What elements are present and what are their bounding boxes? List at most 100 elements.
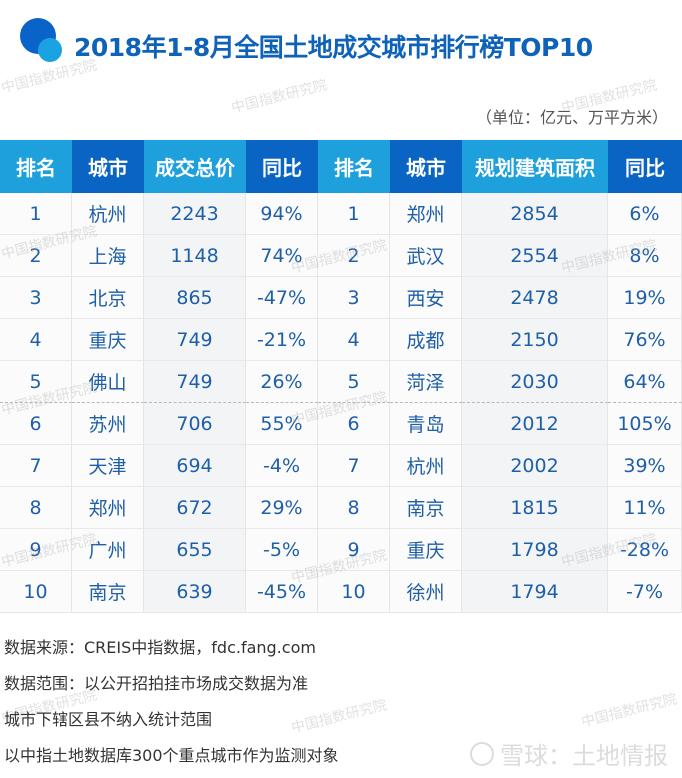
cell-planned-area: 2854 <box>462 193 608 235</box>
cell-yoy-2: 64% <box>608 361 682 403</box>
cell-yoy-2: 8% <box>608 235 682 277</box>
cell-planned-area: 2150 <box>462 319 608 361</box>
cell-rank-2: 4 <box>318 319 390 361</box>
cell-planned-area: 1815 <box>462 487 608 529</box>
cell-planned-area: 2012 <box>462 403 608 445</box>
cell-city-2: 郑州 <box>390 193 462 235</box>
logo-small-circle <box>38 38 62 62</box>
cell-yoy: 94% <box>246 193 318 235</box>
cell-yoy: -45% <box>246 571 318 613</box>
title-bar: 2018年1-8月全国土地成交城市排行榜TOP10 <box>0 0 682 90</box>
cell-rank: 7 <box>0 445 72 487</box>
cell-city: 重庆 <box>72 319 144 361</box>
cell-total-price: 865 <box>144 277 246 319</box>
cell-city-2: 徐州 <box>390 571 462 613</box>
brand-text: 雪球：土地情报 <box>500 742 668 770</box>
cell-yoy: 26% <box>246 361 318 403</box>
table-row: 4 重庆 749 -21% 4 成都 2150 76% <box>0 319 682 361</box>
note-source: 数据来源：CREIS中指数据，fdc.fang.com <box>4 638 316 657</box>
cell-rank: 1 <box>0 193 72 235</box>
cell-rank: 6 <box>0 403 72 445</box>
header-planned-area: 规划建筑面积 <box>462 140 608 193</box>
cell-rank: 10 <box>0 571 72 613</box>
cell-rank-2: 10 <box>318 571 390 613</box>
cell-planned-area: 2002 <box>462 445 608 487</box>
cell-rank-2: 9 <box>318 529 390 571</box>
cell-total-price: 694 <box>144 445 246 487</box>
cell-yoy-2: -28% <box>608 529 682 571</box>
cell-city-2: 武汉 <box>390 235 462 277</box>
cell-yoy-2: 11% <box>608 487 682 529</box>
cell-yoy-2: 6% <box>608 193 682 235</box>
cell-rank: 3 <box>0 277 72 319</box>
cell-total-price: 639 <box>144 571 246 613</box>
table-row: 2 上海 1148 74% 2 武汉 2554 8% <box>0 235 682 277</box>
table-row: 9 广州 655 -5% 9 重庆 1798 -28% <box>0 529 682 571</box>
cell-yoy: 74% <box>246 235 318 277</box>
cell-planned-area: 2478 <box>462 277 608 319</box>
cell-city: 苏州 <box>72 403 144 445</box>
cell-rank: 4 <box>0 319 72 361</box>
cell-yoy-2: 105% <box>608 403 682 445</box>
cell-rank-2: 8 <box>318 487 390 529</box>
header-city: 城市 <box>72 140 144 193</box>
cell-planned-area: 1798 <box>462 529 608 571</box>
cell-city-2: 成都 <box>390 319 462 361</box>
page-title: 2018年1-8月全国土地成交城市排行榜TOP10 <box>74 33 593 62</box>
overlapping-circles-logo-icon <box>20 18 70 68</box>
cell-city: 佛山 <box>72 361 144 403</box>
cell-rank-2: 3 <box>318 277 390 319</box>
table-body: 1 杭州 2243 94% 1 郑州 2854 6% 2 上海 1148 74% 2 武汉 2554 8% 3 北… <box>0 193 682 613</box>
cell-yoy-2: -7% <box>608 571 682 613</box>
note-sample: 以中指土地数据库300个重点城市作为监测对象 <box>4 746 339 765</box>
cell-city: 杭州 <box>72 193 144 235</box>
cell-city: 郑州 <box>72 487 144 529</box>
cell-total-price: 749 <box>144 361 246 403</box>
header-yoy: 同比 <box>246 140 318 193</box>
ranking-table: 排名 城市 成交总价 同比 排名 城市 规划建筑面积 同比 1 杭州 2243 94%… <box>0 140 682 613</box>
cell-yoy: -4% <box>246 445 318 487</box>
cell-rank: 9 <box>0 529 72 571</box>
cell-planned-area: 1794 <box>462 571 608 613</box>
cell-city-2: 杭州 <box>390 445 462 487</box>
table-row: 5 佛山 749 26% 5 菏泽 2030 64% <box>0 361 682 403</box>
cell-city: 广州 <box>72 529 144 571</box>
note-exclusion: 城市下辖区县不纳入统计范围 <box>4 710 213 729</box>
cell-rank: 5 <box>0 361 72 403</box>
table-row: 3 北京 865 -47% 3 西安 2478 19% <box>0 277 682 319</box>
cell-city: 南京 <box>72 571 144 613</box>
cell-yoy: 29% <box>246 487 318 529</box>
cell-rank: 8 <box>0 487 72 529</box>
cell-total-price: 749 <box>144 319 246 361</box>
cell-yoy: -5% <box>246 529 318 571</box>
cell-yoy: -21% <box>246 319 318 361</box>
cell-city: 北京 <box>72 277 144 319</box>
header-yoy-2: 同比 <box>608 140 682 193</box>
cell-rank-2: 2 <box>318 235 390 277</box>
cell-total-price: 2243 <box>144 193 246 235</box>
header-rank: 排名 <box>0 140 72 193</box>
table-header-row: 排名 城市 成交总价 同比 排名 城市 规划建筑面积 同比 <box>0 140 682 193</box>
header-total-price: 成交总价 <box>144 140 246 193</box>
cell-total-price: 1148 <box>144 235 246 277</box>
cell-rank-2: 6 <box>318 403 390 445</box>
xueqiu-logo-icon <box>470 741 494 766</box>
cell-rank: 2 <box>0 235 72 277</box>
header-city-2: 城市 <box>390 140 462 193</box>
cell-yoy: -47% <box>246 277 318 319</box>
watermark: 中国指数研究院 <box>579 691 679 731</box>
table-row: 1 杭州 2243 94% 1 郑州 2854 6% <box>0 193 682 235</box>
table-row: 8 郑州 672 29% 8 南京 1815 11% <box>0 487 682 529</box>
cell-total-price: 706 <box>144 403 246 445</box>
cell-total-price: 655 <box>144 529 246 571</box>
cell-rank-2: 5 <box>318 361 390 403</box>
table-row: 7 天津 694 -4% 7 杭州 2002 39% <box>0 445 682 487</box>
cell-city-2: 南京 <box>390 487 462 529</box>
header-rank-2: 排名 <box>318 140 390 193</box>
table-row: 10 南京 639 -45% 10 徐州 1794 -7% <box>0 571 682 613</box>
cell-city: 上海 <box>72 235 144 277</box>
note-scope: 数据范围：以公开招拍挂市场成交数据为准 <box>4 674 309 693</box>
cell-rank-2: 7 <box>318 445 390 487</box>
cell-yoy: 55% <box>246 403 318 445</box>
cell-city-2: 菏泽 <box>390 361 462 403</box>
